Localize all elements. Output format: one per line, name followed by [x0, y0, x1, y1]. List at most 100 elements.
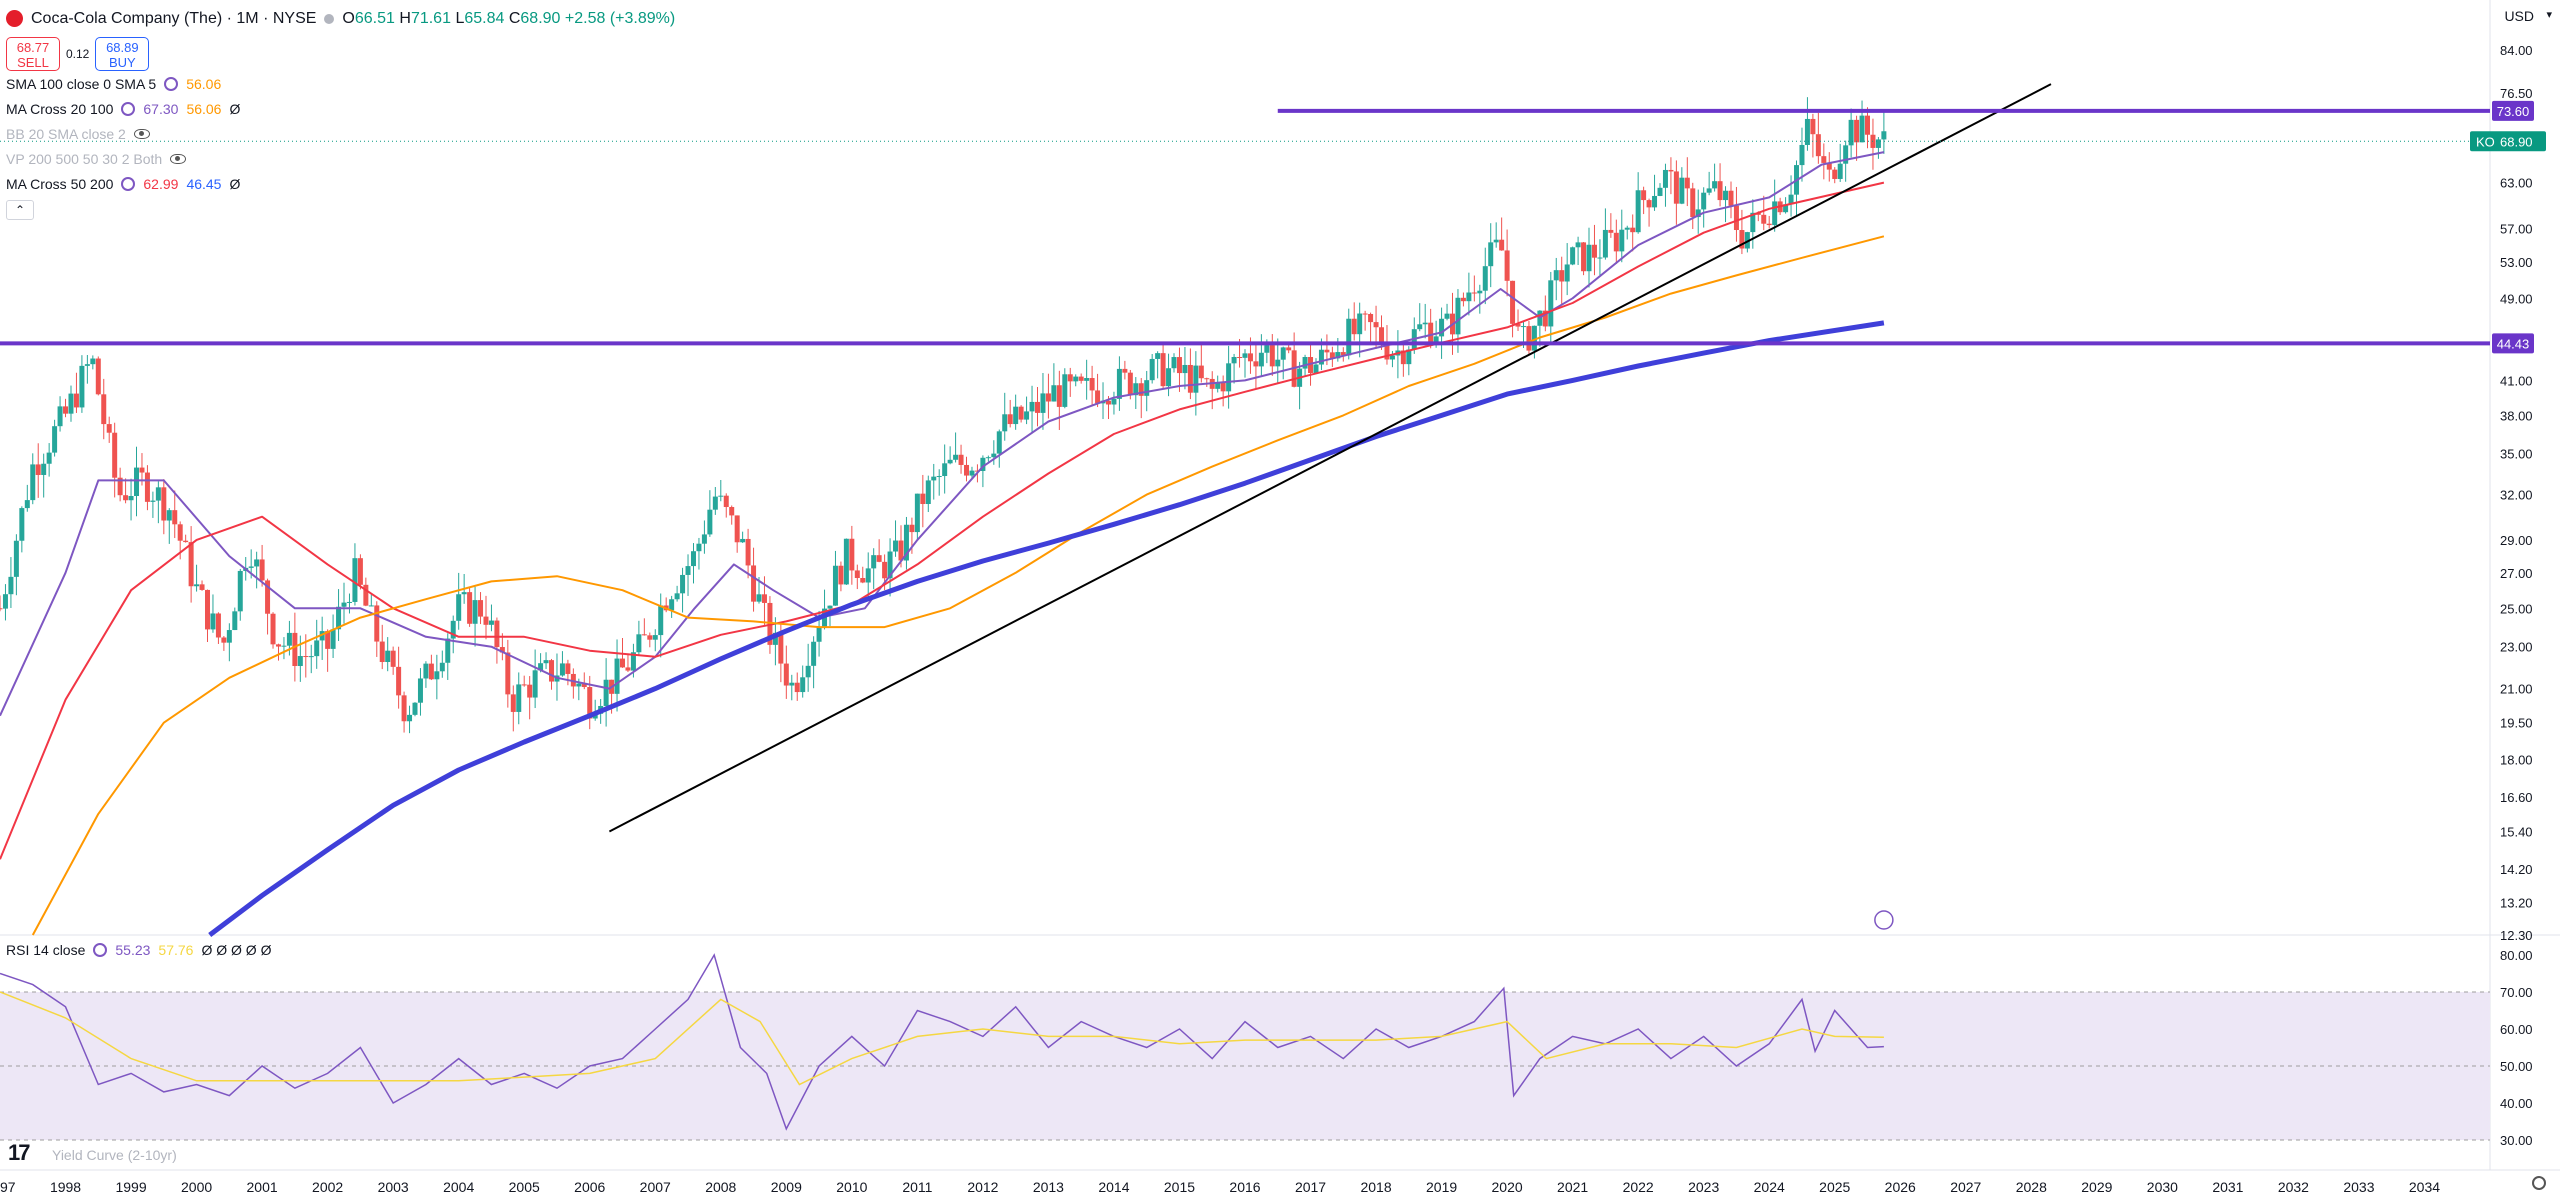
year-tick-label: 2016	[1229, 1179, 1260, 1195]
candle-body	[1018, 406, 1024, 420]
price-tick-label: 32.00	[2500, 488, 2533, 503]
candle-body	[467, 592, 473, 624]
indicator-settings-icon[interactable]	[121, 176, 136, 191]
candle-body	[1783, 204, 1789, 213]
candle-body	[1875, 139, 1881, 148]
candle-body	[63, 406, 69, 414]
currency-dropdown-icon[interactable]: ▾	[2546, 9, 2552, 21]
year-tick-label: 2002	[312, 1179, 343, 1195]
price-tick-label: 57.00	[2500, 222, 2533, 237]
year-tick-label: 2025	[1819, 1179, 1850, 1195]
indicator-settings-icon[interactable]	[164, 76, 179, 91]
candle-body	[636, 634, 642, 653]
price-tick-label: 84.00	[2500, 43, 2533, 58]
candle-body	[1007, 414, 1013, 425]
candle-body	[1220, 382, 1226, 392]
candle-body	[718, 495, 724, 497]
candle-body	[281, 645, 287, 647]
candle-body	[68, 393, 74, 414]
candle-body	[603, 679, 609, 706]
candle-body	[576, 683, 582, 687]
tradingview-logo[interactable]: 17	[8, 1140, 31, 1165]
candle-body	[783, 663, 789, 686]
rsi-settings-icon[interactable]	[93, 943, 108, 957]
year-tick-label: 2033	[2343, 1179, 2374, 1195]
rsi-tick-label: 60.00	[2500, 1022, 2533, 1037]
candle-body	[1482, 266, 1488, 291]
candle-body	[1526, 326, 1532, 351]
level-price-badge	[2492, 100, 2534, 121]
candle-body	[1095, 390, 1101, 404]
candle-body	[740, 538, 746, 543]
hidden-eye-icon[interactable]	[170, 153, 187, 164]
candle-body	[1739, 230, 1745, 249]
candle-body	[265, 580, 271, 614]
market-status-icon[interactable]	[324, 13, 335, 24]
candle-body	[1247, 353, 1253, 362]
candle-body	[1111, 398, 1117, 405]
rsi-legend[interactable]: RSI 14 close 55.23 57.76 Ø Ø Ø Ø Ø	[6, 942, 271, 958]
candle-body	[1657, 187, 1663, 196]
candle-body	[1422, 322, 1428, 325]
level-price-label: 73.60	[2497, 104, 2530, 119]
candle-body	[1089, 378, 1095, 391]
candle-body	[385, 650, 391, 663]
candle-body	[1581, 242, 1587, 272]
candle-body	[751, 565, 757, 602]
candle-body	[925, 480, 931, 505]
candle-body	[1067, 374, 1073, 382]
candle-body	[1258, 352, 1264, 367]
year-tick-label: 1997	[0, 1179, 16, 1195]
collapse-legend-button[interactable]: ⌃	[6, 200, 34, 220]
candle-body	[434, 671, 440, 680]
candle-body	[1056, 385, 1062, 407]
indicator-row[interactable]: MA Cross 50 200 62.99 46.45 Ø	[6, 171, 675, 196]
hidden-eye-icon[interactable]	[133, 128, 150, 139]
year-tick-label: 2034	[2409, 1179, 2440, 1195]
price-tick-label: 23.00	[2500, 640, 2533, 655]
gear-icon[interactable]	[2532, 1176, 2546, 1190]
indicator-value: 62.99	[143, 175, 179, 192]
candle-body	[1499, 239, 1505, 251]
candle-body	[843, 538, 849, 585]
candle-body	[1384, 344, 1390, 360]
indicator-row[interactable]: MA Cross 20 100 67.30 56.06 Ø	[6, 96, 675, 121]
candle-body	[832, 565, 838, 606]
candle-body	[630, 652, 636, 671]
symbol-title[interactable]: Coca-Cola Company (The) · 1M · NYSE	[31, 9, 317, 27]
indicator-value: 56.06	[186, 75, 222, 92]
last-price-badge	[2470, 131, 2546, 152]
candle-body	[259, 559, 265, 581]
candle-body	[205, 589, 210, 630]
candle-body	[1717, 181, 1723, 201]
currency-label[interactable]: USD	[2504, 8, 2534, 24]
candle-body	[134, 467, 140, 497]
year-tick-label: 2024	[1754, 1179, 1785, 1195]
indicator-row[interactable]: VP 200 500 50 30 2 Both	[6, 146, 675, 171]
candle-body	[947, 459, 953, 464]
rsi-ma-line	[0, 991, 1884, 1086]
price-tick-label: 14.20	[2500, 862, 2533, 877]
candle-body	[1766, 223, 1772, 226]
candle-body	[1318, 349, 1324, 365]
candle-body	[1400, 350, 1406, 365]
indicator-row[interactable]: SMA 100 close 0 SMA 5 56.06	[6, 71, 675, 96]
candle-body	[275, 644, 281, 647]
rsi-tick-label: 40.00	[2500, 1096, 2533, 1111]
level-price-badge	[2492, 333, 2534, 354]
candle-body	[876, 555, 882, 562]
buy-button[interactable]: 68.89 BUY	[95, 37, 150, 71]
event-lightning-icon	[1874, 910, 1894, 930]
candle-body	[1810, 118, 1816, 135]
moving-average-line	[208, 320, 1885, 937]
candle-body	[494, 620, 500, 648]
candle-body	[985, 457, 991, 459]
candle-body	[374, 605, 380, 642]
candle-body	[106, 424, 112, 433]
indicator-settings-icon[interactable]	[121, 101, 136, 116]
candle-body	[166, 510, 172, 521]
indicator-row[interactable]: BB 20 SMA close 2	[6, 121, 675, 146]
sell-button[interactable]: 68.77 SELL	[6, 37, 60, 71]
candle-body	[488, 620, 494, 625]
